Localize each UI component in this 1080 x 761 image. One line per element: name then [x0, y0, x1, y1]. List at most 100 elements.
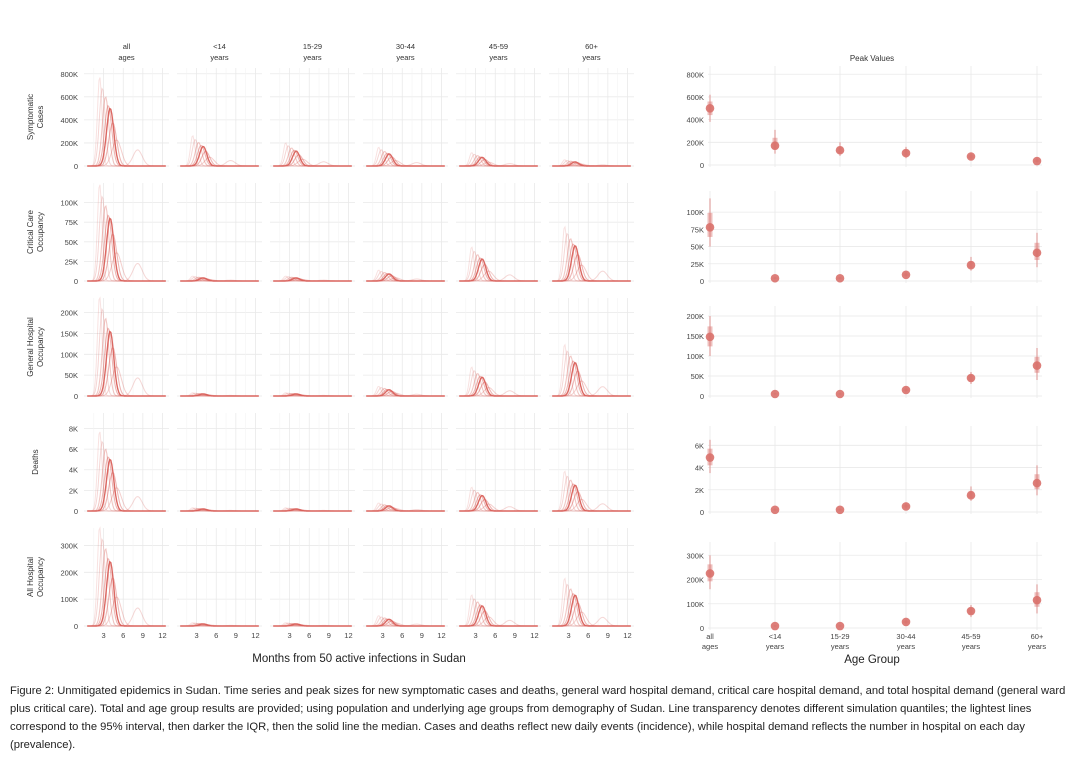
- x-tick-label: 6: [307, 631, 311, 640]
- category-label: <14: [769, 632, 782, 641]
- column-header-a15: 15-29: [303, 42, 322, 51]
- series-line-quantile: [87, 377, 166, 397]
- column-header-all: all: [123, 42, 131, 51]
- series-line-quantile: [459, 158, 538, 167]
- series-line-quantile: [366, 156, 445, 167]
- series-line-quantile: [180, 278, 259, 282]
- y-tick-label: 50K: [65, 238, 78, 247]
- series-line-median: [87, 560, 166, 627]
- series-line-quantile: [87, 607, 166, 627]
- series-line-quantile: [180, 150, 259, 167]
- series-line-quantile: [459, 601, 538, 627]
- y-tick-label: 150K: [60, 329, 78, 338]
- y-tick-label: 100K: [686, 600, 704, 609]
- series-line-median: [459, 605, 538, 627]
- series-line-quantile: [180, 156, 259, 167]
- category-label: 15-29: [830, 632, 849, 641]
- peak-point: [770, 389, 780, 399]
- peak-point: [835, 389, 845, 399]
- series-line-quantile: [366, 275, 445, 282]
- series-line-median: [552, 245, 631, 282]
- series-line-quantile: [552, 491, 631, 512]
- series-line-median: [459, 494, 538, 512]
- column-header-a30: 30-44: [396, 42, 415, 51]
- series-line-quantile: [459, 506, 538, 512]
- peak-values-title: Peak Values: [850, 54, 894, 63]
- series-line-median: [366, 273, 445, 282]
- series-line-median: [87, 330, 166, 397]
- y-tick-label: 25K: [691, 260, 704, 269]
- x-tick-label: 9: [234, 631, 238, 640]
- y-tick-label: 6K: [69, 445, 78, 454]
- category-label: 45-59: [961, 632, 980, 641]
- series-line-quantile: [87, 576, 166, 627]
- peak-point: [901, 148, 911, 158]
- series-line-quantile: [273, 623, 352, 627]
- series-line-quantile: [87, 139, 166, 167]
- row-label-4-1: Occupancy: [36, 557, 45, 597]
- x-tick-label: 3: [381, 631, 385, 640]
- series-line-quantile: [87, 149, 166, 167]
- series-line-quantile: [552, 163, 631, 167]
- series-line-quantile: [273, 509, 352, 512]
- peak-point: [770, 505, 780, 515]
- y-tick-label: 800K: [686, 70, 704, 79]
- series-line-quantile: [273, 393, 352, 397]
- series-line-quantile: [87, 487, 166, 512]
- series-line-quantile: [87, 96, 166, 167]
- series-line-quantile: [180, 624, 259, 627]
- series-line-quantile: [459, 254, 538, 282]
- category-label: 60+: [1031, 632, 1044, 641]
- series-line-quantile: [273, 279, 352, 282]
- y-tick-label: 25K: [65, 257, 78, 266]
- series-line-quantile: [552, 270, 631, 282]
- series-line-quantile: [87, 471, 166, 512]
- series-line-median: [180, 508, 259, 512]
- peak-point: [901, 270, 911, 280]
- category-label-sub: years: [962, 642, 981, 651]
- y-tick-label: 400K: [686, 116, 704, 125]
- series-line-median: [87, 458, 166, 512]
- series-line-quantile: [366, 620, 445, 627]
- peak-point: [901, 502, 911, 511]
- series-line-quantile: [273, 279, 352, 282]
- y-tick-label: 300K: [60, 541, 78, 550]
- row-label-3-0: Deaths: [31, 449, 40, 474]
- series-line-quantile: [552, 479, 631, 512]
- series-line-quantile: [459, 619, 538, 627]
- y-tick-label: 2K: [69, 486, 78, 495]
- series-line-quantile: [273, 158, 352, 167]
- series-line-quantile: [87, 596, 166, 627]
- series-line-quantile: [366, 278, 445, 282]
- series-line-median: [459, 258, 538, 282]
- series-line-quantile: [273, 394, 352, 397]
- series-line-quantile: [459, 381, 538, 397]
- x-tick-label: 9: [606, 631, 610, 640]
- series-line-quantile: [552, 611, 631, 627]
- series-line-quantile: [459, 498, 538, 512]
- peak-point: [835, 273, 845, 283]
- series-line-quantile: [273, 394, 352, 397]
- series-line-quantile: [180, 159, 259, 167]
- y-tick-label: 300K: [686, 551, 704, 560]
- series-line-quantile: [552, 355, 631, 397]
- series-line-median: [180, 145, 259, 167]
- series-line-quantile: [273, 509, 352, 512]
- category-label-sub: years: [1028, 642, 1047, 651]
- series-line-quantile: [180, 624, 259, 627]
- series-line-median: [366, 618, 445, 627]
- time-series-x-axis-label: Months from 50 active infections in Suda…: [252, 653, 466, 665]
- series-line-quantile: [366, 508, 445, 512]
- series-line-quantile: [366, 506, 445, 512]
- x-tick-label: 12: [344, 631, 352, 640]
- peak-point: [835, 505, 845, 515]
- x-tick-label: 3: [474, 631, 478, 640]
- series-line-quantile: [273, 154, 352, 167]
- peak-point: [966, 373, 976, 383]
- peak-point: [966, 491, 976, 500]
- series-line-quantile: [273, 161, 352, 167]
- peak-point: [770, 273, 780, 283]
- y-tick-label: 75K: [65, 218, 78, 227]
- x-tick-label: 9: [420, 631, 424, 640]
- category-label-sub: ages: [702, 642, 719, 651]
